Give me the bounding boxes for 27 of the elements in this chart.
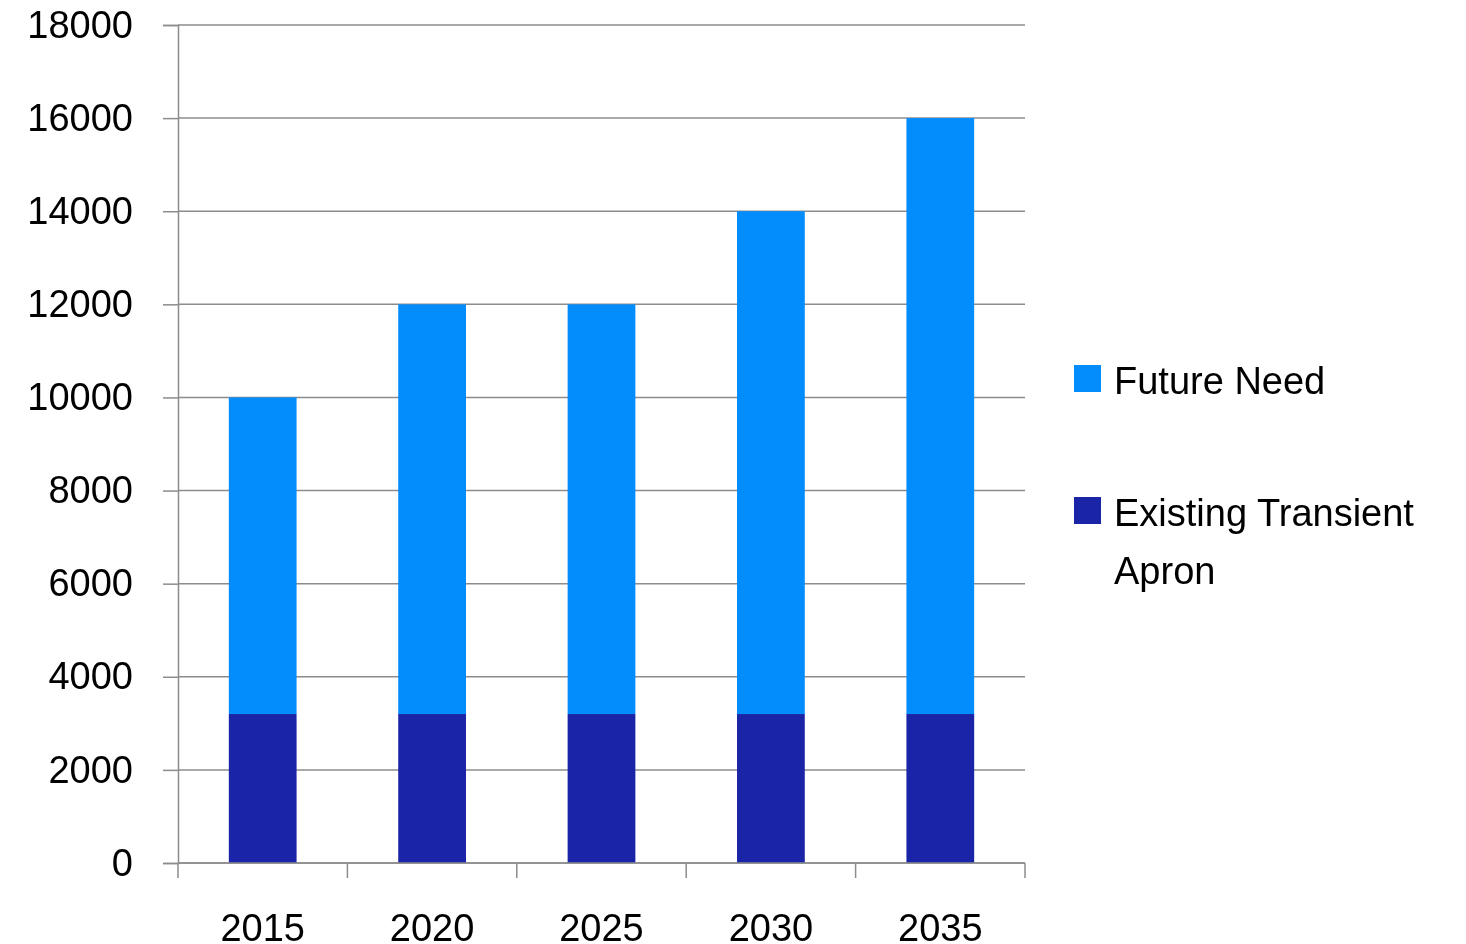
x-tick-label: 2020 xyxy=(389,907,475,944)
bar xyxy=(228,714,297,863)
x-tick-label: 2035 xyxy=(898,907,983,944)
bar xyxy=(228,397,297,715)
x-tick-label: 2015 xyxy=(220,907,305,944)
y-tick-label: 10000 xyxy=(27,376,133,419)
y-tick-label: 18000 xyxy=(27,3,133,46)
y-tick-label: 2000 xyxy=(48,748,133,791)
bar xyxy=(737,211,805,715)
y-tick-label: 6000 xyxy=(48,562,133,605)
x-tick-label: 2030 xyxy=(728,907,814,944)
bar xyxy=(567,714,636,863)
y-tick-label: 0 xyxy=(111,841,133,884)
y-tick-label: 12000 xyxy=(27,282,133,325)
legend-label: Existing Transient Apron xyxy=(1114,492,1415,592)
y-tick-label: 16000 xyxy=(27,96,133,139)
y-tick-label: 8000 xyxy=(48,469,133,512)
x-tick-label: 2025 xyxy=(559,907,644,944)
bar xyxy=(906,714,975,863)
y-tick-label: 4000 xyxy=(48,655,133,698)
bar xyxy=(398,304,466,715)
bar xyxy=(737,714,805,863)
bar xyxy=(398,714,466,863)
y-tick-label: 14000 xyxy=(27,189,133,232)
bar xyxy=(567,304,636,715)
bar xyxy=(906,118,975,715)
legend-label: Future Need xyxy=(1114,360,1326,402)
